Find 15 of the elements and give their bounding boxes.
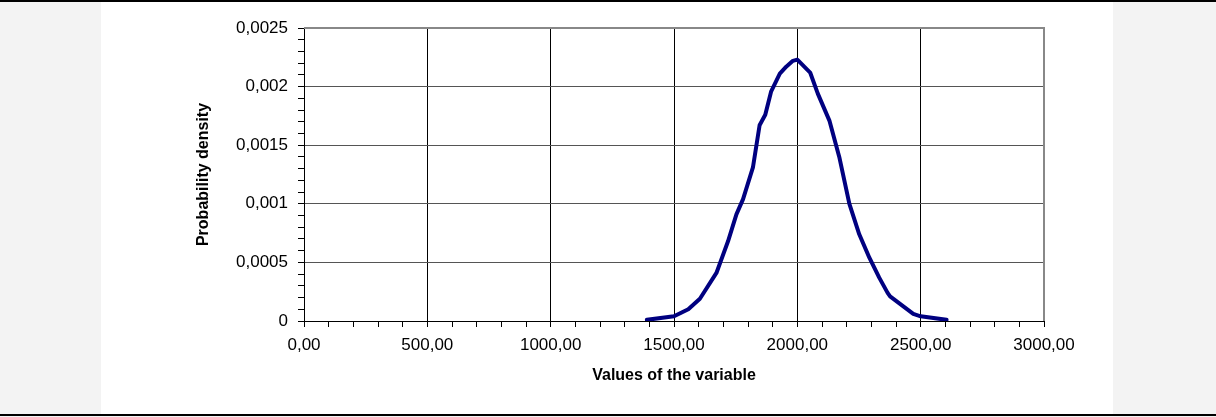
x-tick-label: 3000,00: [1013, 334, 1075, 354]
x-axis-title: Values of the variable: [592, 365, 756, 383]
y-tick-label: 0,0015: [236, 134, 288, 154]
y-tick-label: 0: [278, 310, 288, 330]
x-tick-label: 0,00: [287, 334, 321, 354]
y-tick-label: 0,0005: [236, 252, 288, 272]
x-tick-label: 2500,00: [889, 334, 952, 354]
x-tick-label: 2000,00: [766, 334, 829, 354]
y-tick-label: 0,001: [245, 193, 288, 213]
y-axis-title: Probability density: [194, 102, 212, 247]
x-tick-label: 1000,00: [519, 334, 582, 354]
x-tick-label: 500,00: [401, 334, 454, 354]
y-tick-label: 0,002: [245, 76, 288, 96]
x-tick-label: 1500,00: [643, 334, 705, 354]
y-tick-label: 0,0025: [236, 17, 288, 37]
